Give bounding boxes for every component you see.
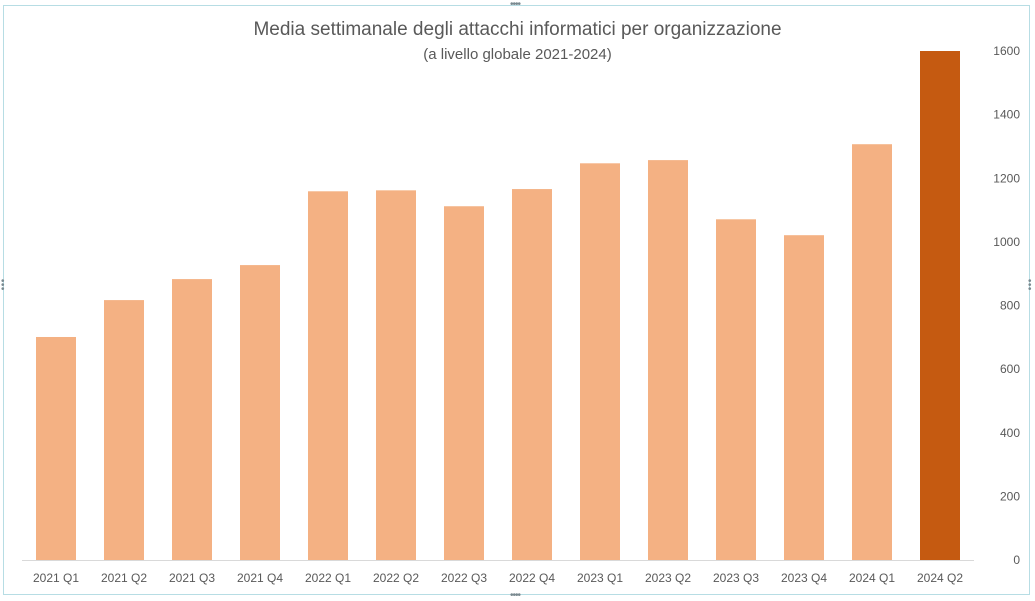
bar-2023-q1: [580, 163, 620, 560]
y-tick-label: 200: [1000, 489, 1020, 503]
x-tick-label: 2023 Q1: [577, 571, 623, 585]
bar-2022-q1: [308, 191, 348, 560]
resize-handle-top[interactable]: ••••: [510, 0, 521, 10]
resize-handle-right[interactable]: •••: [1028, 276, 1032, 295]
x-tick-label: 2021 Q4: [237, 571, 283, 585]
bar-2022-q2: [376, 190, 416, 560]
x-tick-label: 2023 Q2: [645, 571, 691, 585]
chart-title: Media settimanale degli attacchi informa…: [253, 19, 782, 40]
bar-2021-q2: [104, 300, 144, 560]
x-tick-label: 2024 Q1: [849, 571, 895, 585]
x-tick-label: 2022 Q4: [509, 571, 555, 585]
y-tick-label: 1000: [993, 235, 1020, 249]
y-tick-label: 800: [1000, 299, 1020, 313]
x-tick-label: 2021 Q3: [169, 571, 215, 585]
x-tick-label: 2022 Q2: [373, 571, 419, 585]
y-tick-label: 600: [1000, 362, 1020, 376]
y-tick-label: 1200: [993, 171, 1020, 185]
bar-2024-q2: [920, 51, 960, 560]
y-tick-label: 1600: [993, 44, 1020, 58]
x-tick-label: 2022 Q1: [305, 571, 351, 585]
chart-subtitle: (a livello globale 2021-2024): [423, 46, 612, 63]
bar-2023-q3: [716, 219, 756, 560]
x-tick-label: 2021 Q2: [101, 571, 147, 585]
bar-2023-q4: [784, 235, 824, 560]
bar-2021-q3: [172, 279, 212, 560]
y-tick-label: 1400: [993, 108, 1020, 122]
resize-handle-bottom[interactable]: ••••: [510, 590, 521, 601]
x-tick-label: 2023 Q3: [713, 571, 759, 585]
x-tick-label: 2024 Q2: [917, 571, 963, 585]
bar-2021-q4: [240, 265, 280, 560]
resize-handle-left[interactable]: •••: [1, 276, 5, 295]
x-tick-label: 2023 Q4: [781, 571, 827, 585]
bar-2022-q3: [444, 206, 484, 560]
y-tick-label: 0: [1013, 553, 1020, 567]
bar-2024-q1: [852, 144, 892, 560]
chart-frame[interactable]: [3, 5, 1030, 595]
x-tick-label: 2021 Q1: [33, 571, 79, 585]
bar-2023-q2: [648, 160, 688, 560]
y-tick-label: 400: [1000, 426, 1020, 440]
bar-2022-q4: [512, 189, 552, 560]
x-tick-label: 2022 Q3: [441, 571, 487, 585]
bar-2021-q1: [36, 336, 76, 560]
